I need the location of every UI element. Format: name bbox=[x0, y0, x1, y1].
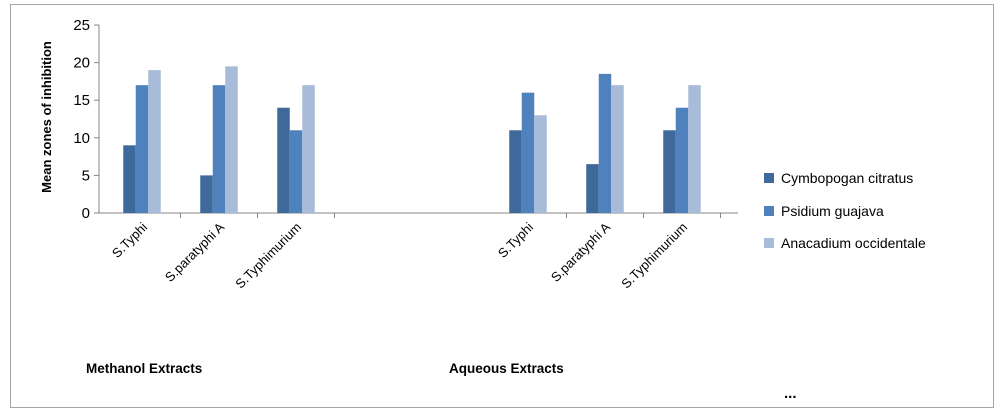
x-category-label: S.Typhimurium bbox=[618, 220, 690, 292]
group-title: Methanol Extracts bbox=[86, 361, 202, 376]
bar bbox=[200, 175, 213, 213]
category-labels: S.Typhi S.paratyphi A S.Typhimurium S.Typhi… bbox=[109, 219, 690, 291]
legend: Cymbopogan citratus Psidium guajava Anacad… bbox=[764, 170, 926, 251]
x-category-label: S.paratyphi A bbox=[162, 219, 228, 285]
y-tick-label: 25 bbox=[73, 17, 90, 34]
x-category-label: S.Typhi bbox=[109, 219, 150, 260]
bar bbox=[289, 130, 303, 213]
bar bbox=[688, 85, 701, 213]
y-axis-title: Mean zones of inhibition bbox=[39, 41, 54, 193]
bar bbox=[521, 92, 535, 213]
legend-swatch bbox=[764, 173, 774, 183]
bars bbox=[123, 66, 701, 214]
chart-frame bbox=[10, 4, 994, 408]
bar bbox=[148, 70, 161, 214]
legend-label: Anacadium occidentale bbox=[781, 235, 926, 251]
legend-label: Cymbopogan citratus bbox=[781, 170, 913, 186]
bar bbox=[302, 85, 315, 213]
x-category-label: S.Typhimurium bbox=[232, 220, 304, 292]
y-tick-label: 10 bbox=[73, 130, 90, 147]
group-title: Aqueous Extracts bbox=[449, 361, 564, 376]
bar bbox=[534, 115, 547, 213]
x-axis bbox=[99, 212, 738, 218]
legend-swatch bbox=[764, 206, 774, 216]
y-tick-label: 20 bbox=[73, 55, 90, 72]
y-axis: 0 5 10 15 20 25 bbox=[73, 17, 100, 222]
x-category-label: S.Typhi bbox=[495, 219, 536, 260]
y-tick-label: 15 bbox=[73, 92, 90, 109]
footnote-ellipsis: ... bbox=[784, 385, 797, 402]
y-tick-label: 0 bbox=[82, 205, 90, 222]
bar bbox=[123, 145, 136, 213]
y-tick-label: 5 bbox=[82, 167, 90, 184]
legend-label: Psidium guajava bbox=[781, 203, 884, 219]
bar bbox=[225, 66, 238, 213]
bar bbox=[611, 85, 624, 213]
group-titles: Methanol Extracts Aqueous Extracts bbox=[86, 361, 564, 376]
bar bbox=[586, 164, 599, 213]
bar bbox=[277, 107, 290, 213]
x-category-label: S.paratyphi A bbox=[548, 219, 614, 285]
bar bbox=[135, 85, 149, 213]
legend-swatch bbox=[764, 238, 774, 248]
bar bbox=[212, 85, 226, 213]
bar bbox=[663, 130, 676, 213]
bar bbox=[598, 73, 612, 213]
bar bbox=[509, 130, 522, 213]
bar bbox=[675, 107, 689, 213]
